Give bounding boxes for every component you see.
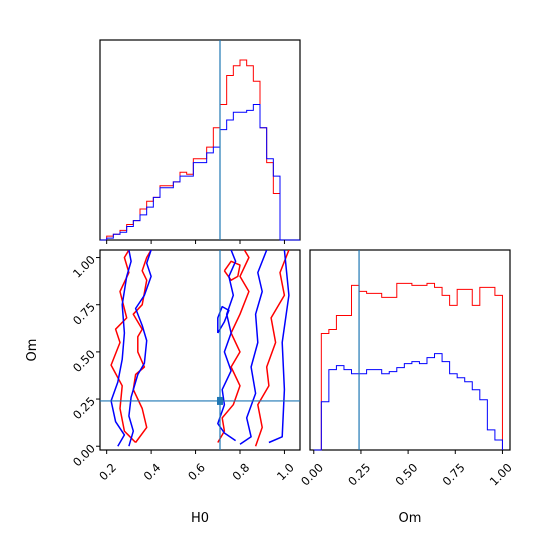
contour-x-tick-label-0: 0.2 [96, 460, 119, 483]
contour-blue-2 [217, 250, 237, 442]
hist-Om-x-tick-label-2: 0.50 [392, 460, 420, 488]
contour-x-tick-label-2: 0.6 [185, 460, 208, 483]
contour-lines [110, 250, 290, 447]
panel-contour-frame [99, 249, 301, 451]
hist-Om-x-tick-label-3: 0.75 [440, 460, 468, 488]
contour-blue-1 [128, 250, 152, 447]
hist-Om-x-tick-label-1: 0.25 [345, 460, 373, 488]
hist-Om-x-tick-label-4: 1.00 [487, 460, 515, 488]
y-axis-label-Om: Om [25, 339, 40, 362]
panel-contour-H0-Om [99, 249, 301, 451]
contour-blue-5 [217, 305, 230, 334]
panel-hist-H0 [99, 39, 301, 241]
contour-x-tick-label-1: 0.4 [141, 460, 164, 483]
truth-marker [217, 396, 223, 405]
contour-blue-0 [110, 250, 132, 447]
contour-blue-3 [239, 250, 268, 445]
contour-x-tick-label-4: 1.0 [274, 460, 297, 483]
contour-y-tick-label-1: 0.25 [70, 394, 98, 422]
contour-red-3 [254, 250, 290, 447]
contour-y-tick-label-4: 1.00 [70, 253, 98, 281]
contour-x-tick-label-3: 0.8 [230, 460, 253, 483]
contour-y-tick-label-0: 0.00 [70, 441, 98, 469]
contour-red-2 [217, 250, 250, 443]
contour-y-tick-label-3: 0.75 [70, 300, 98, 328]
x-axis-label-H0: H0 [191, 511, 209, 526]
hist-H0-blue-series [100, 104, 300, 241]
panel-hist-H0-frame [99, 39, 301, 241]
hist-Om-red-series [313, 282, 503, 451]
hist-Om-blue-series [313, 353, 503, 451]
panel-hist-Om-frame [309, 249, 511, 451]
hist-H0-red-series [100, 59, 300, 241]
hist-Om-x-tick-label-0: 0.00 [298, 460, 326, 488]
contour-y-tick-label-2: 0.50 [70, 347, 98, 375]
x-axis-label-Om: Om [399, 511, 422, 526]
contour-blue-4 [268, 250, 290, 444]
panel-hist-Om [309, 249, 511, 451]
contour-red-0 [132, 250, 152, 443]
